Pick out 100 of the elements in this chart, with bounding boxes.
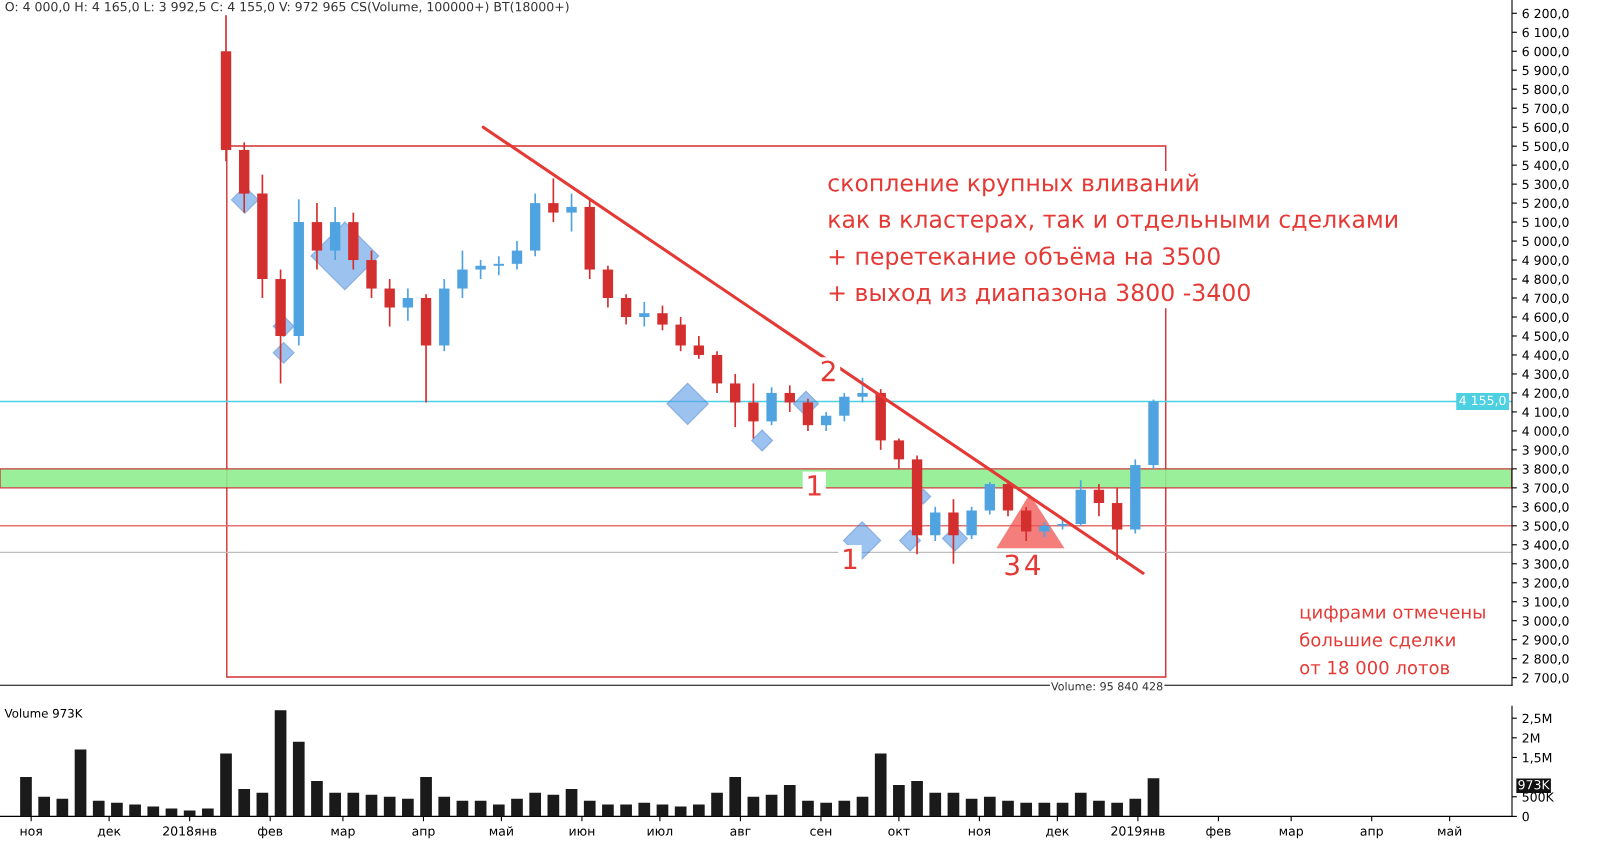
bar [1147, 778, 1160, 817]
candlestick [930, 505, 941, 542]
bar [893, 784, 905, 817]
bar [74, 749, 87, 817]
text: 973K [1518, 779, 1550, 790]
bar [565, 788, 578, 817]
bar [456, 800, 469, 817]
bar [329, 792, 341, 817]
bar [602, 804, 614, 817]
y-tick-label: 4 100,0 [1522, 407, 1569, 419]
y-tick-label: 3 600,0 [1522, 502, 1569, 514]
bar [474, 800, 487, 817]
bar [856, 796, 869, 817]
candlestick [384, 278, 395, 328]
candlestick [820, 411, 832, 432]
x-tick-label: окт [888, 828, 910, 836]
x-tick-label: июн [569, 828, 595, 836]
candlestick [566, 192, 577, 233]
candlestick [493, 255, 504, 277]
candlestick [457, 249, 468, 299]
annotation: 3 [1005, 554, 1019, 576]
y-tick-label: 4 700,0 [1522, 293, 1569, 305]
annotation: 1 [844, 548, 857, 569]
x-tick-label: май [1438, 826, 1462, 836]
x-tick-label: июл [647, 828, 673, 836]
y-tick-label: 4 600,0 [1522, 312, 1569, 324]
bar [1111, 802, 1123, 817]
bar [511, 798, 523, 817]
bar [765, 794, 778, 817]
y-tick-label: 4 000,0 [1522, 426, 1569, 438]
bar [183, 810, 196, 817]
chart-title: Volume 973K [4, 708, 83, 718]
y-tick-label: 5 400,0 [1522, 160, 1569, 172]
y-tick-label: 3 700,0 [1522, 483, 1569, 495]
annotation: Volume: 95 840 428 [1051, 681, 1163, 691]
y-tick-label: 4 200,0 [1522, 388, 1569, 400]
x-tick-label: 2019янв [1111, 826, 1165, 836]
y-tick-label: 0 [1522, 811, 1529, 822]
bar [529, 792, 542, 817]
bar [383, 796, 396, 817]
candlestick [839, 392, 850, 423]
y-tick-label: 6 100,0 [1522, 27, 1569, 39]
y-tick-label: 5 000,0 [1522, 236, 1569, 248]
bar [983, 796, 996, 817]
annotation: 2 [821, 360, 835, 382]
candlestick [511, 240, 523, 271]
bar [220, 753, 232, 817]
annotation: 4 [1025, 554, 1040, 576]
y-tick-label: 3 900,0 [1522, 445, 1569, 457]
candlestick [1020, 505, 1032, 542]
y-tick-label: 3 500,0 [1522, 521, 1569, 533]
bar [674, 806, 687, 817]
bar [420, 777, 432, 817]
y-tick-label: 4 300,0 [1522, 369, 1569, 381]
x-tick-label: ноя [968, 828, 991, 836]
candlestick [657, 304, 668, 332]
candlestick [730, 373, 741, 428]
bar [402, 798, 414, 817]
candlestick [1093, 483, 1105, 518]
y-tick-label: 6 200,0 [1522, 8, 1569, 20]
candlestick [748, 382, 759, 440]
bar [1020, 802, 1033, 817]
candlestick [402, 287, 414, 322]
bar [783, 784, 796, 817]
x-tick-label: мар [1279, 828, 1303, 839]
x-tick-label: ноя [20, 828, 42, 836]
bar [129, 804, 141, 817]
bar [547, 794, 560, 817]
bar [492, 804, 505, 817]
y-tick-label: 5 200,0 [1522, 198, 1569, 210]
y-tick-label: 3 200,0 [1522, 578, 1569, 589]
y-tick-label: 2,5M [1522, 713, 1552, 725]
bar [365, 794, 378, 817]
y-tick-label: 3 800,0 [1522, 464, 1569, 476]
candlestick [857, 376, 868, 404]
candlestick [693, 335, 705, 360]
bar [620, 804, 632, 817]
candlestick [475, 259, 486, 280]
x-tick-label: фев [258, 826, 283, 839]
bar [38, 796, 51, 817]
bar [911, 781, 923, 817]
bar [947, 792, 960, 817]
bar [711, 792, 723, 817]
y-tick-label: 4 400,0 [1522, 350, 1569, 362]
y-tick-label: 1,5M [1523, 753, 1552, 764]
x-tick-label: дек [1046, 828, 1069, 838]
y-tick-label: 5 100,0 [1522, 217, 1569, 229]
x-tick-label: 2018янв [163, 826, 217, 836]
bar [238, 788, 251, 817]
bar [147, 806, 160, 817]
bar [929, 792, 942, 817]
bar [1093, 800, 1105, 817]
bar [583, 800, 596, 817]
x-tick-label: фев [1206, 826, 1231, 839]
y-tick-label: 4 900,0 [1522, 255, 1569, 267]
candlestick [639, 300, 650, 328]
x-tick-label: сен [810, 828, 832, 836]
bar [311, 781, 323, 817]
annotation: 1 [808, 475, 821, 496]
bar [874, 753, 887, 817]
